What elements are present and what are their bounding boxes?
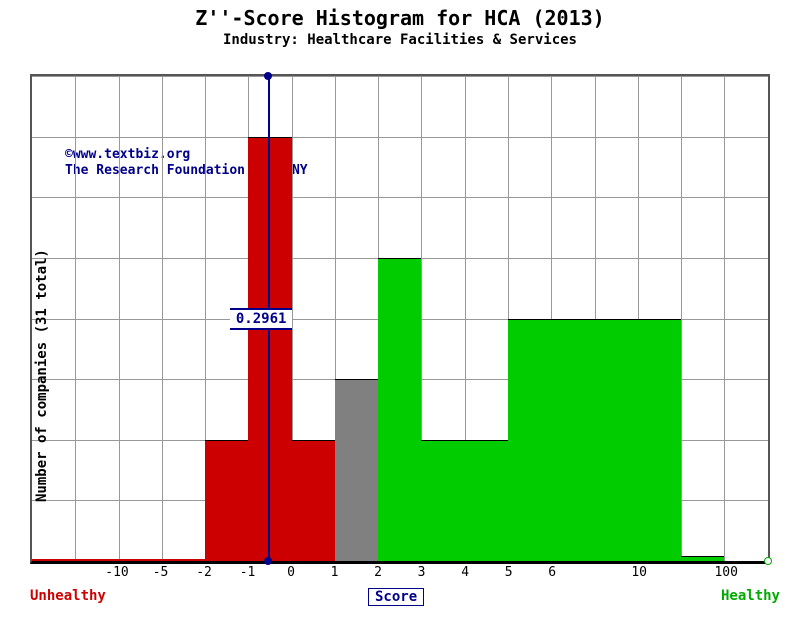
x-tick-labels: -10 -5 -2 -1 0 1 2 3 4 5 6 10 100 bbox=[30, 565, 770, 585]
healthy-end-marker bbox=[764, 557, 772, 565]
score-marker-dot-bottom bbox=[264, 557, 272, 565]
bar-zero-baseline[interactable] bbox=[32, 559, 205, 561]
histogram-bar-100-end[interactable] bbox=[681, 556, 724, 561]
x-tick-5: 5 bbox=[505, 565, 513, 580]
gridline-v bbox=[681, 76, 682, 561]
x-tick-2: 2 bbox=[374, 565, 382, 580]
histogram-bar-6-10[interactable] bbox=[508, 319, 595, 562]
histogram-bar-3-4[interactable] bbox=[378, 258, 421, 561]
x-tick-4: 4 bbox=[461, 565, 469, 580]
x-tick-6: 6 bbox=[548, 565, 556, 580]
x-tick-neg10: -10 bbox=[105, 565, 128, 580]
healthy-label: Healthy bbox=[721, 588, 780, 604]
x-tick-neg2: -2 bbox=[196, 565, 212, 580]
x-tick-1: 1 bbox=[331, 565, 339, 580]
unhealthy-label: Unhealthy bbox=[30, 588, 106, 604]
chart-subtitle: Industry: Healthcare Facilities & Servic… bbox=[0, 32, 800, 48]
histogram-bar-1-2[interactable] bbox=[292, 440, 335, 561]
score-marker-dot-top bbox=[264, 72, 272, 80]
gridline-v bbox=[724, 76, 725, 561]
histogram-bar-neg1-0[interactable] bbox=[205, 440, 248, 561]
x-tick-10: 10 bbox=[631, 565, 647, 580]
gridline-h bbox=[32, 76, 768, 77]
x-axis-label-box: Score bbox=[368, 588, 424, 606]
score-marker-label: 0.2961 bbox=[230, 308, 293, 330]
chart-title: Z''-Score Histogram for HCA (2013) bbox=[0, 6, 800, 30]
histogram-bar-5-6[interactable] bbox=[465, 440, 508, 561]
histogram-bar-2-3[interactable] bbox=[335, 379, 378, 561]
gridline-v bbox=[162, 76, 163, 561]
histogram-bar-4-5[interactable] bbox=[421, 440, 464, 561]
gridline-h bbox=[32, 137, 768, 138]
gridline-v bbox=[119, 76, 120, 561]
x-tick-neg1: -1 bbox=[240, 565, 256, 580]
x-tick-neg5: -5 bbox=[153, 565, 169, 580]
gridline-v bbox=[75, 76, 76, 561]
gridline-h bbox=[32, 197, 768, 198]
histogram-bar-10-100[interactable] bbox=[595, 319, 682, 562]
y-axis-title: Number of companies (31 total) bbox=[34, 226, 54, 526]
x-tick-100: 100 bbox=[714, 565, 737, 580]
histogram-bar-0-1[interactable] bbox=[248, 137, 291, 561]
x-tick-0: 0 bbox=[287, 565, 295, 580]
plot-area: ©www.textbiz.org The Research Foundation… bbox=[30, 74, 770, 564]
x-tick-3: 3 bbox=[418, 565, 426, 580]
